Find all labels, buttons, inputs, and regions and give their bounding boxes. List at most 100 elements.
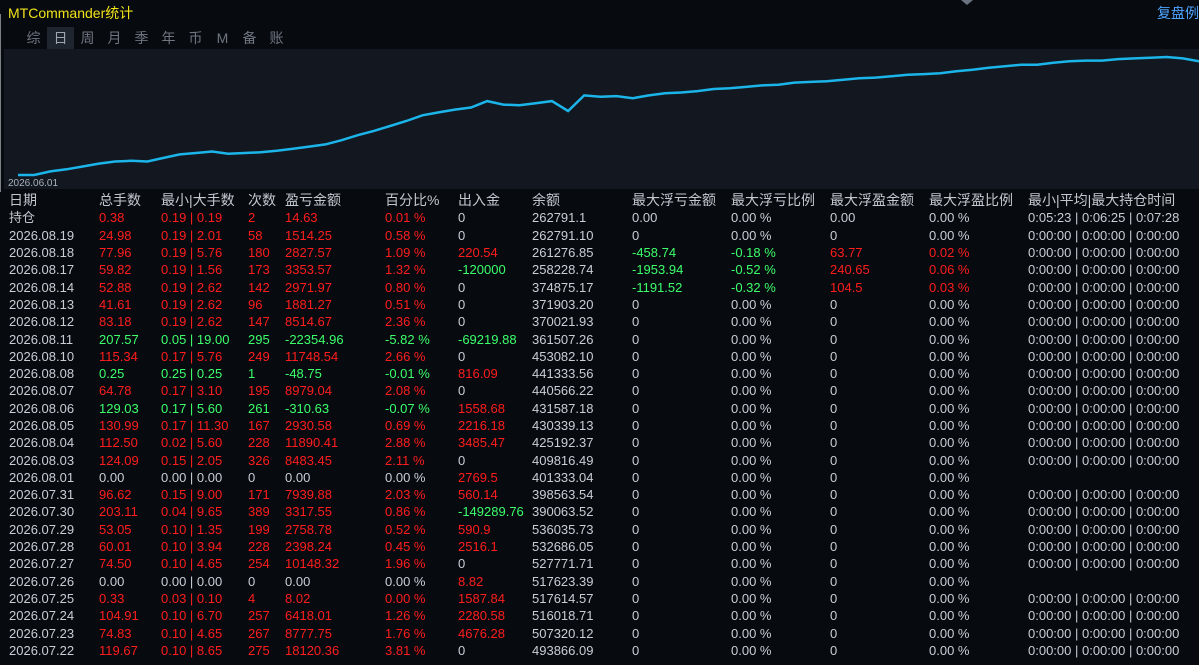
row-total-lots: 52.88 xyxy=(99,279,132,295)
row-date: 2026.08.12 xyxy=(9,314,75,330)
row-count: 173 xyxy=(248,262,270,278)
table-row[interactable]: 2026.08.05 130.99 0.17 | 11.30 167 2930.58 0.… xyxy=(0,417,1199,434)
row-hold-time: 0:00:00 | 0:00:00 | 0:00:00 xyxy=(1028,331,1180,347)
row-max-float-profit-pct: 0.00 % xyxy=(929,608,970,624)
row-max-float-loss-pct: 0.00 % xyxy=(731,539,772,555)
title-bar: MTCommander统计 复盘例 xyxy=(0,0,1199,24)
row-max-float-loss-pct: -0.32 % xyxy=(731,279,776,295)
row-pnl: 2971.97 xyxy=(285,279,332,295)
row-max-float-loss: 0 xyxy=(632,625,640,641)
row-balance: 440566.22 xyxy=(532,383,594,399)
table-row[interactable]: 2026.08.10 115.34 0.17 | 5.76 249 11748.54 2.… xyxy=(0,348,1199,365)
row-max-float-profit: 0 xyxy=(830,400,838,416)
table-row[interactable]: 2026.08.13 41.61 0.19 | 2.62 96 1881.27 0.51 … xyxy=(0,296,1199,313)
row-max-float-loss: 0 xyxy=(632,314,640,330)
row-cash-flow: -149289.76 xyxy=(458,504,524,520)
row-max-float-loss-pct: 0.00 % xyxy=(731,504,772,520)
row-max-float-loss: 0 xyxy=(632,556,640,572)
table-row[interactable]: 2026.07.23 74.83 0.10 | 4.65 267 8777.75 1.76… xyxy=(0,624,1199,641)
tab-3[interactable]: 月 xyxy=(107,30,122,46)
table-row[interactable]: 2026.07.31 96.62 0.15 | 9.00 171 7939.88 2.03… xyxy=(0,486,1199,503)
tab-6[interactable]: 币 xyxy=(188,30,203,46)
chevron-down-icon[interactable] xyxy=(961,0,973,5)
row-max-float-loss: 0 xyxy=(632,296,640,312)
row-pnl: 7939.88 xyxy=(285,487,332,503)
table-row[interactable]: 2026.08.18 77.96 0.19 | 5.76 180 2827.57 1.09… xyxy=(0,244,1199,261)
row-date: 2026.07.26 xyxy=(9,573,75,589)
row-max-float-loss-pct: 0.00 % xyxy=(731,400,772,416)
row-total-lots: 0.33 xyxy=(99,590,125,606)
tab-2[interactable]: 周 xyxy=(80,30,95,46)
tab-0[interactable]: 综 xyxy=(26,30,41,46)
table-row[interactable]: 2026.08.04 112.50 0.02 | 5.60 228 11890.41 2.… xyxy=(0,434,1199,451)
row-min-max-lots: 0.10 | 1.35 xyxy=(161,521,223,537)
table-row[interactable]: 2026.07.24 104.91 0.10 | 6.70 257 6418.01 1.2… xyxy=(0,607,1199,624)
reset-replay-button[interactable]: 复盘例 xyxy=(1157,5,1199,21)
row-balance: 431587.18 xyxy=(532,400,594,416)
equity-chart: 2026.06.01 xyxy=(4,49,1199,189)
holding-row[interactable]: 持仓 0.38 0.19 | 0.19 2 14.63 0.01 % 0 262791.1 0.… xyxy=(0,209,1199,226)
table-row[interactable]: 2026.08.07 64.78 0.17 | 3.10 195 8979.04 2.08… xyxy=(0,382,1199,399)
tab-5[interactable]: 年 xyxy=(161,30,176,46)
row-total-lots: 41.61 xyxy=(99,296,132,312)
row-count: 228 xyxy=(248,539,270,555)
row-count: 275 xyxy=(248,642,270,658)
table-row[interactable]: 2026.07.29 53.05 0.10 | 1.35 199 2758.78 0.52… xyxy=(0,521,1199,538)
row-date: 2026.07.25 xyxy=(9,590,75,606)
row-count: 4 xyxy=(248,590,256,606)
row-date: 2026.08.04 xyxy=(9,435,75,451)
table-row[interactable]: 2026.07.28 60.01 0.10 | 3.94 228 2398.24 0.45… xyxy=(0,538,1199,555)
column-header: 最大浮盈金额 xyxy=(830,192,914,209)
row-min-max-lots: 0.19 | 2.62 xyxy=(161,279,223,295)
column-header: 最大浮亏比例 xyxy=(731,192,815,209)
row-percent: 2.08 % xyxy=(385,383,426,399)
row-count: 267 xyxy=(248,625,270,641)
row-percent: 2.88 % xyxy=(385,435,426,451)
table-row[interactable]: 2026.07.30 203.11 0.04 | 9.65 389 3317.55 0.8… xyxy=(0,503,1199,520)
table-row[interactable]: 2026.08.11 207.57 0.05 | 19.00 295 -22354.96… xyxy=(0,330,1199,347)
row-total-lots: 119.67 xyxy=(99,642,138,658)
row-min-max-lots: 0.10 | 6.70 xyxy=(161,608,223,624)
row-hold-time: 0:00:00 | 0:00:00 | 0:00:00 xyxy=(1028,556,1180,572)
row-count: 249 xyxy=(248,348,270,364)
tab-7[interactable]: M xyxy=(216,30,229,46)
equity-chart-svg xyxy=(18,55,1199,177)
row-cash-flow: 0 xyxy=(458,279,466,295)
row-total-lots: 96.62 xyxy=(99,487,132,503)
table-row[interactable]: 2026.08.14 52.88 0.19 | 2.62 142 2971.97 0.80… xyxy=(0,278,1199,295)
table-row[interactable]: 2026.07.26 0.00 0.00 | 0.00 0 0.00 0.00 % 8.82… xyxy=(0,573,1199,590)
row-balance: 374875.17 xyxy=(532,279,594,295)
row-count: 167 xyxy=(248,418,270,433)
row-count: 261 xyxy=(248,400,270,416)
tab-4[interactable]: 季 xyxy=(134,30,149,46)
row-max-float-profit: 63.77 xyxy=(830,245,863,261)
row-hold-time: 0:00:00 | 0:00:00 | 0:00:00 xyxy=(1028,590,1180,606)
table-row[interactable]: 2026.08.06 129.03 0.17 | 5.60 261 -310.63 -0.… xyxy=(0,400,1199,417)
row-pnl: 3353.57 xyxy=(285,262,332,278)
table-row[interactable]: 2026.08.01 0.00 0.00 | 0.00 0 0.00 0.00 % 2769… xyxy=(0,469,1199,486)
table-row[interactable]: 2026.07.27 74.50 0.10 | 4.65 254 10148.32 1.9… xyxy=(0,555,1199,572)
table-row[interactable]: 2026.08.03 124.09 0.15 | 2.05 326 8483.45 2.1… xyxy=(0,451,1199,468)
row-percent: 2.03 % xyxy=(385,487,426,503)
row-min-max-lots: 0.17 | 5.60 xyxy=(161,400,223,416)
row-max-float-profit: 0 xyxy=(830,296,838,312)
row-balance: 532686.05 xyxy=(532,539,594,555)
table-row[interactable]: 2026.08.17 59.82 0.19 | 1.56 173 3353.57 1.32… xyxy=(0,261,1199,278)
row-max-float-loss: 0 xyxy=(632,383,640,399)
table-row[interactable]: 2026.08.12 83.18 0.19 | 2.62 147 8514.67 2.36… xyxy=(0,313,1199,330)
row-max-float-profit: 0 xyxy=(830,521,838,537)
table-row[interactable]: 2026.08.08 0.25 0.25 | 0.25 1 -48.75 -0.01 % 8… xyxy=(0,365,1199,382)
tab-1[interactable]: 日 xyxy=(47,27,74,49)
row-min-max-lots: 0.03 | 0.10 xyxy=(161,590,223,606)
row-min-max-lots: 0.05 | 19.00 xyxy=(161,331,230,347)
table-row[interactable]: 2026.07.22 119.67 0.10 | 8.65 275 18120.36 3.… xyxy=(0,642,1199,659)
row-max-float-profit: 0 xyxy=(830,556,838,572)
table-row[interactable]: 2026.07.25 0.33 0.03 | 0.10 4 8.02 0.00 % 1587… xyxy=(0,590,1199,607)
row-cash-flow: 0 xyxy=(458,452,466,468)
row-max-float-profit: 0 xyxy=(830,487,838,503)
row-pnl: 1881.27 xyxy=(285,296,332,312)
tab-8[interactable]: 备 xyxy=(242,30,257,46)
table-row[interactable]: 2026.08.19 24.98 0.19 | 2.01 58 1514.25 0.58 … xyxy=(0,227,1199,244)
row-balance: 371903.20 xyxy=(532,296,594,312)
tab-9[interactable]: 账户 xyxy=(269,30,284,68)
